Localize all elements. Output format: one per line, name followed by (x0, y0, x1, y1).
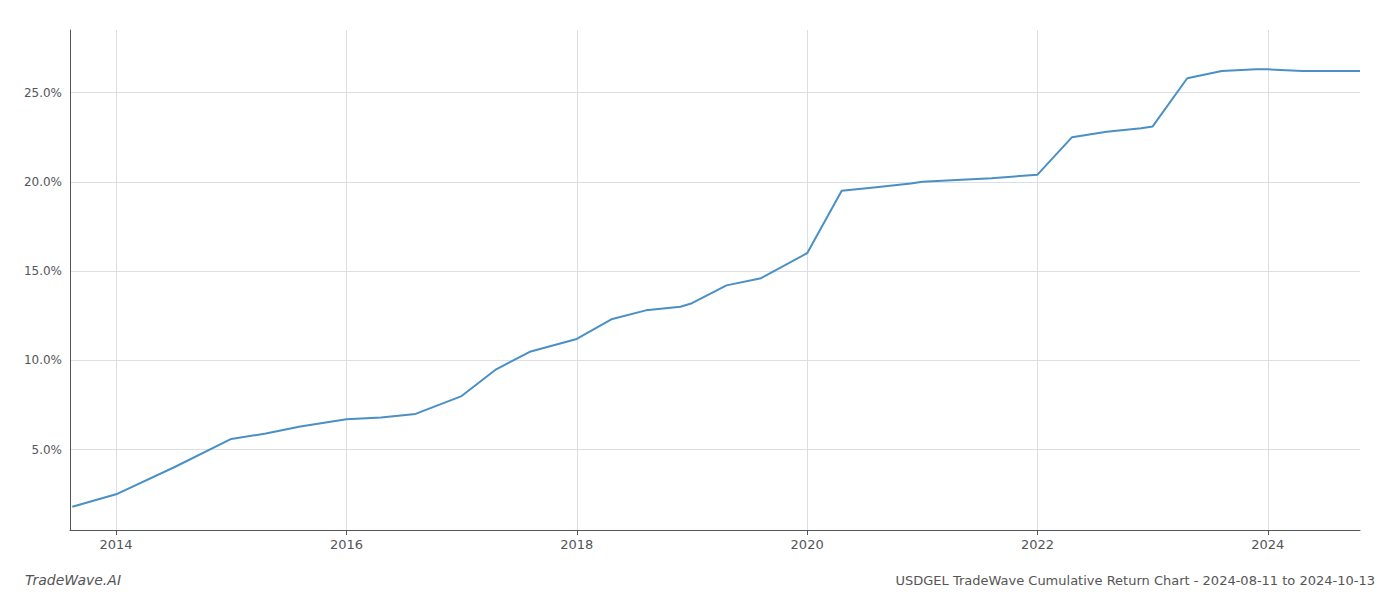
svg-text:2022: 2022 (1021, 537, 1054, 552)
svg-text:USDGEL TradeWave Cumulative Re: USDGEL TradeWave Cumulative Return Chart… (895, 573, 1375, 588)
svg-text:TradeWave.AI: TradeWave.AI (25, 572, 121, 588)
svg-text:2016: 2016 (330, 537, 363, 552)
svg-text:5.0%: 5.0% (32, 443, 63, 457)
svg-text:20.0%: 20.0% (24, 175, 62, 189)
svg-text:25.0%: 25.0% (24, 86, 62, 100)
svg-text:10.0%: 10.0% (24, 353, 62, 367)
svg-text:2020: 2020 (791, 537, 824, 552)
svg-text:2024: 2024 (1251, 537, 1284, 552)
svg-text:2014: 2014 (100, 537, 133, 552)
svg-text:15.0%: 15.0% (24, 264, 62, 278)
svg-text:2018: 2018 (560, 537, 593, 552)
